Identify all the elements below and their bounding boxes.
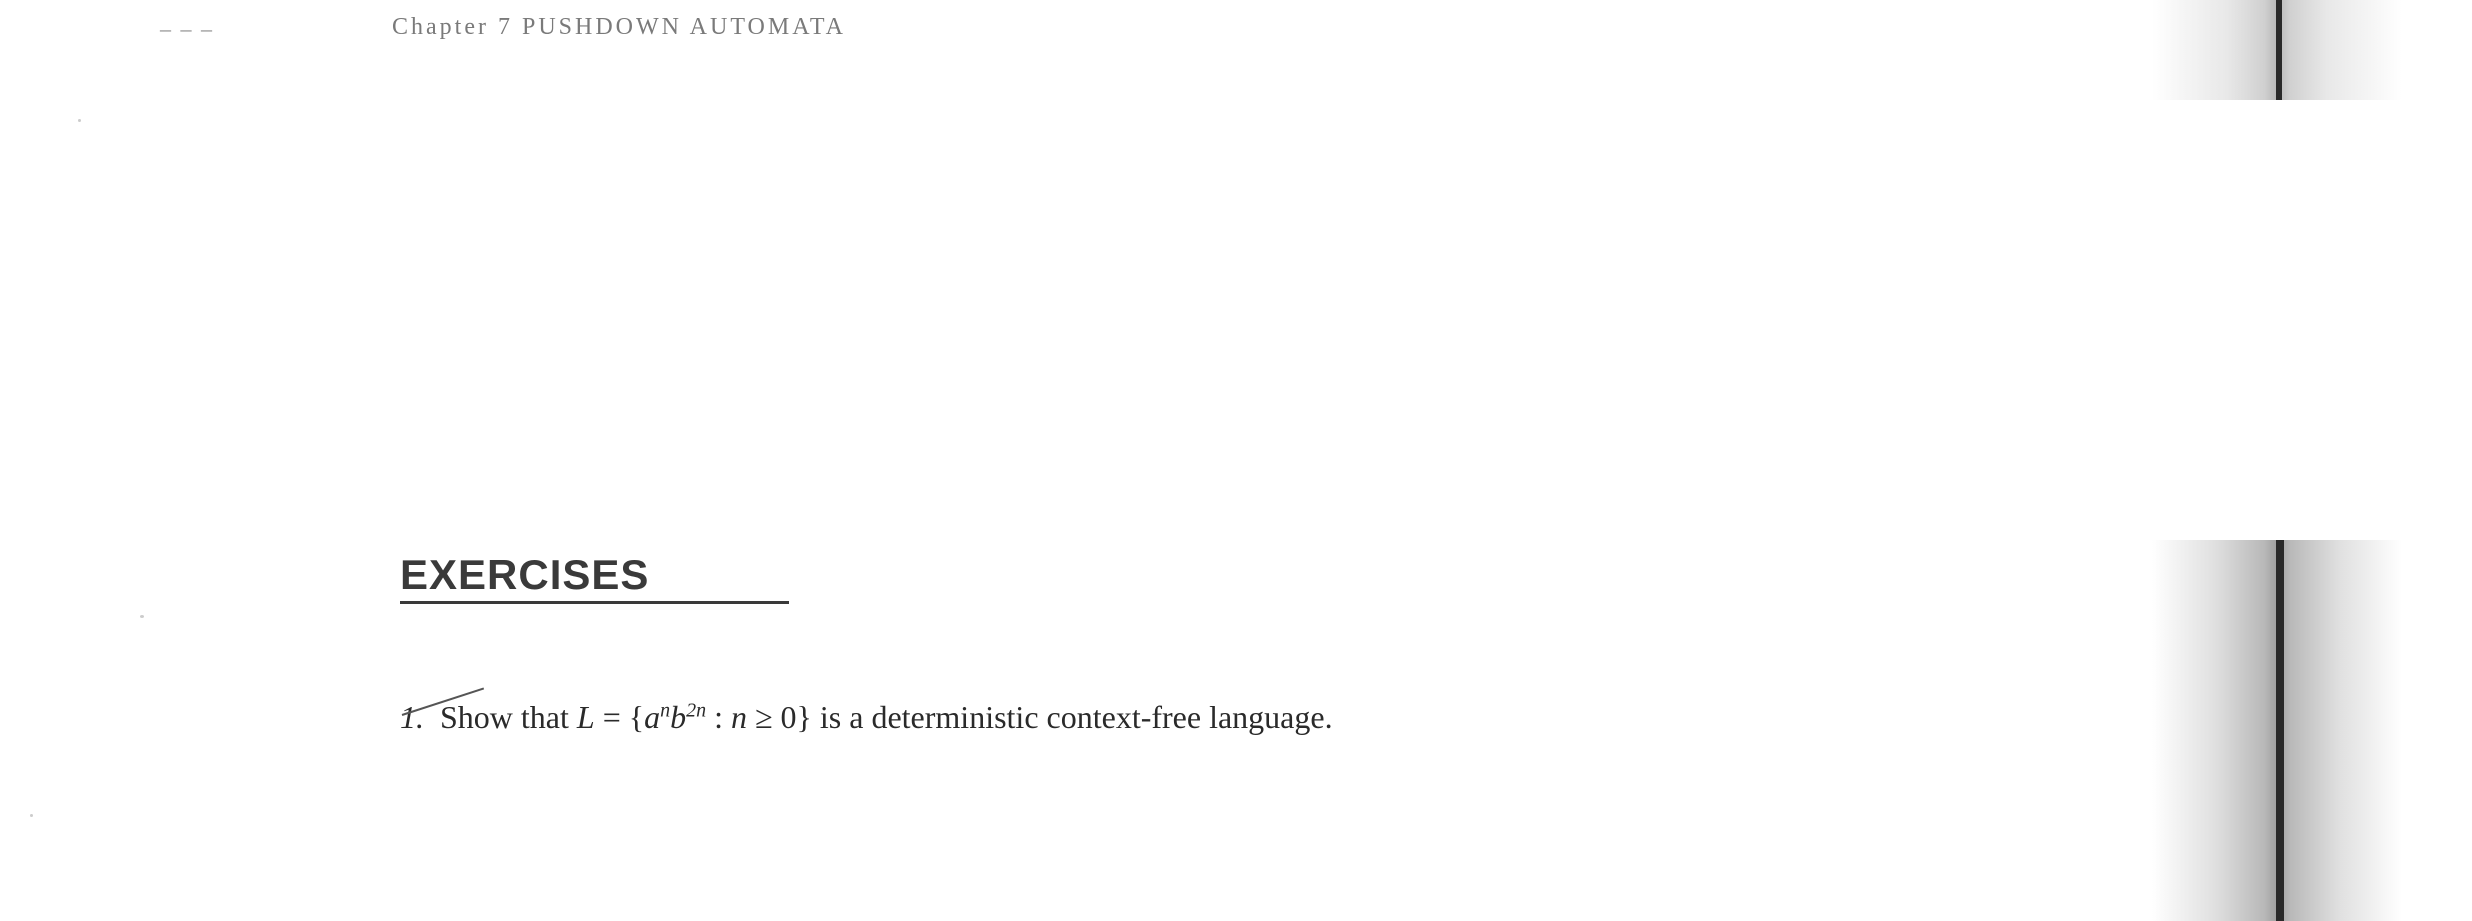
math-open-brace: {: [629, 699, 644, 735]
scan-dust: [140, 615, 144, 618]
scan-dust: [78, 119, 81, 122]
math-equals: =: [595, 699, 629, 735]
math-a: a: [644, 699, 660, 735]
math-b-exp: 2n: [686, 699, 706, 721]
scan-dust: [30, 814, 33, 817]
exercise-1: 1. Show that L = {anb2n : n ≥ 0} is a de…: [400, 699, 1333, 736]
exercises-heading: EXERCISES: [400, 551, 789, 604]
exercise-number: 1.: [400, 699, 424, 735]
exercise-text: Show that L = {anb2n : n ≥ 0} is a deter…: [440, 699, 1333, 735]
scan-artifact-top-line: [2276, 0, 2282, 100]
scan-artifact-bottom-line: [2276, 540, 2284, 921]
math-close-brace: }: [797, 699, 812, 735]
exercise-prefix: Show that: [440, 699, 577, 735]
math-L: L: [577, 699, 595, 735]
page-number-trace: – – –: [160, 16, 214, 42]
math-colon: :: [706, 699, 731, 735]
exercise-suffix: is a deterministic context-free language…: [812, 699, 1333, 735]
math-n: n: [731, 699, 747, 735]
math-a-exp: n: [660, 699, 670, 721]
math-geq: ≥ 0: [747, 699, 797, 735]
math-b: b: [670, 699, 686, 735]
chapter-header: Chapter 7 PUSHDOWN AUTOMATA: [392, 14, 846, 41]
